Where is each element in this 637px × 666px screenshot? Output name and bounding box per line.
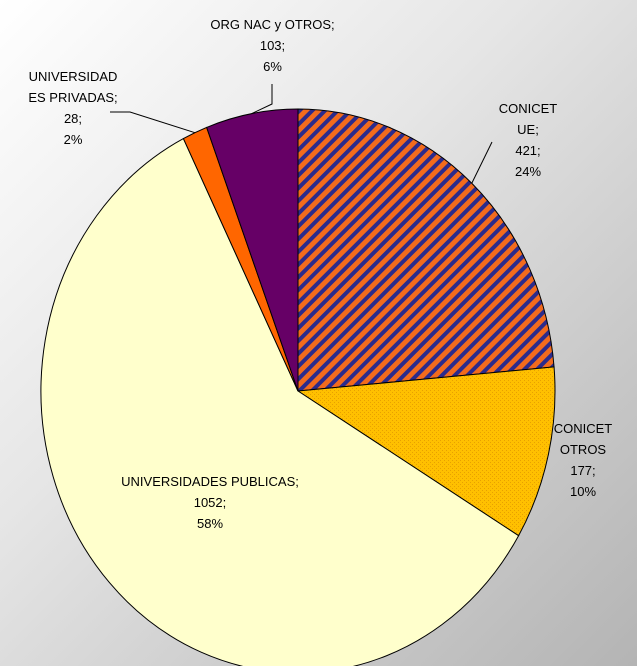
leader-lines xyxy=(110,84,493,184)
slice-label-line: 103; xyxy=(259,38,286,53)
slice-label-universidades-privadas: UNIVERSIDAD ES PRIVADAS; 28; 2% xyxy=(18,66,128,150)
pie-slices xyxy=(40,108,556,666)
leader-line-universidades-privadas xyxy=(110,111,196,134)
slice-label-line: 58% xyxy=(196,516,224,531)
leader-line-conicet-ue xyxy=(471,141,493,184)
leader-line-org-nac-y-otros xyxy=(251,84,273,115)
slice-label-line: ES PRIVADAS; xyxy=(28,90,118,105)
slice-label-line: 28; xyxy=(63,111,83,126)
slice-label-line: 6% xyxy=(263,59,282,74)
slice-label-line: 421; xyxy=(515,143,541,158)
pie-slice-conicet-ue xyxy=(297,108,555,392)
slice-label-line: 10% xyxy=(569,484,597,499)
slice-label-org-nac-y-otros: ORG NAC y OTROS; 103; 6% xyxy=(190,14,355,77)
slice-label-line: OTROS xyxy=(559,442,607,457)
slice-label-line: UNIVERSIDADES PUBLICAS; xyxy=(121,474,299,489)
slice-label-universidades-publicas: UNIVERSIDADES PUBLICAS; 1052; 58% xyxy=(100,471,320,534)
slice-label-line: 24% xyxy=(514,164,542,179)
slice-label-line: UNIVERSIDAD xyxy=(28,69,118,84)
slice-label-conicet-ue: CONICET UE; 421; 24% xyxy=(488,98,568,182)
slice-label-line: ORG NAC y OTROS; xyxy=(210,17,335,32)
slice-label-line: 2% xyxy=(63,132,83,147)
slice-label-line: UE; xyxy=(517,122,539,137)
slice-label-line: 1052; xyxy=(193,495,227,510)
slice-label-line: 177; xyxy=(570,463,596,478)
pie-slice-conicet-otros xyxy=(296,366,556,537)
slice-label-conicet-otros: CONICET OTROS 177; 10% xyxy=(548,418,618,502)
slice-label-line: CONICET xyxy=(553,421,613,436)
pie-slice-universidades-publicas xyxy=(40,137,520,666)
slice-label-line: CONICET xyxy=(498,101,558,116)
